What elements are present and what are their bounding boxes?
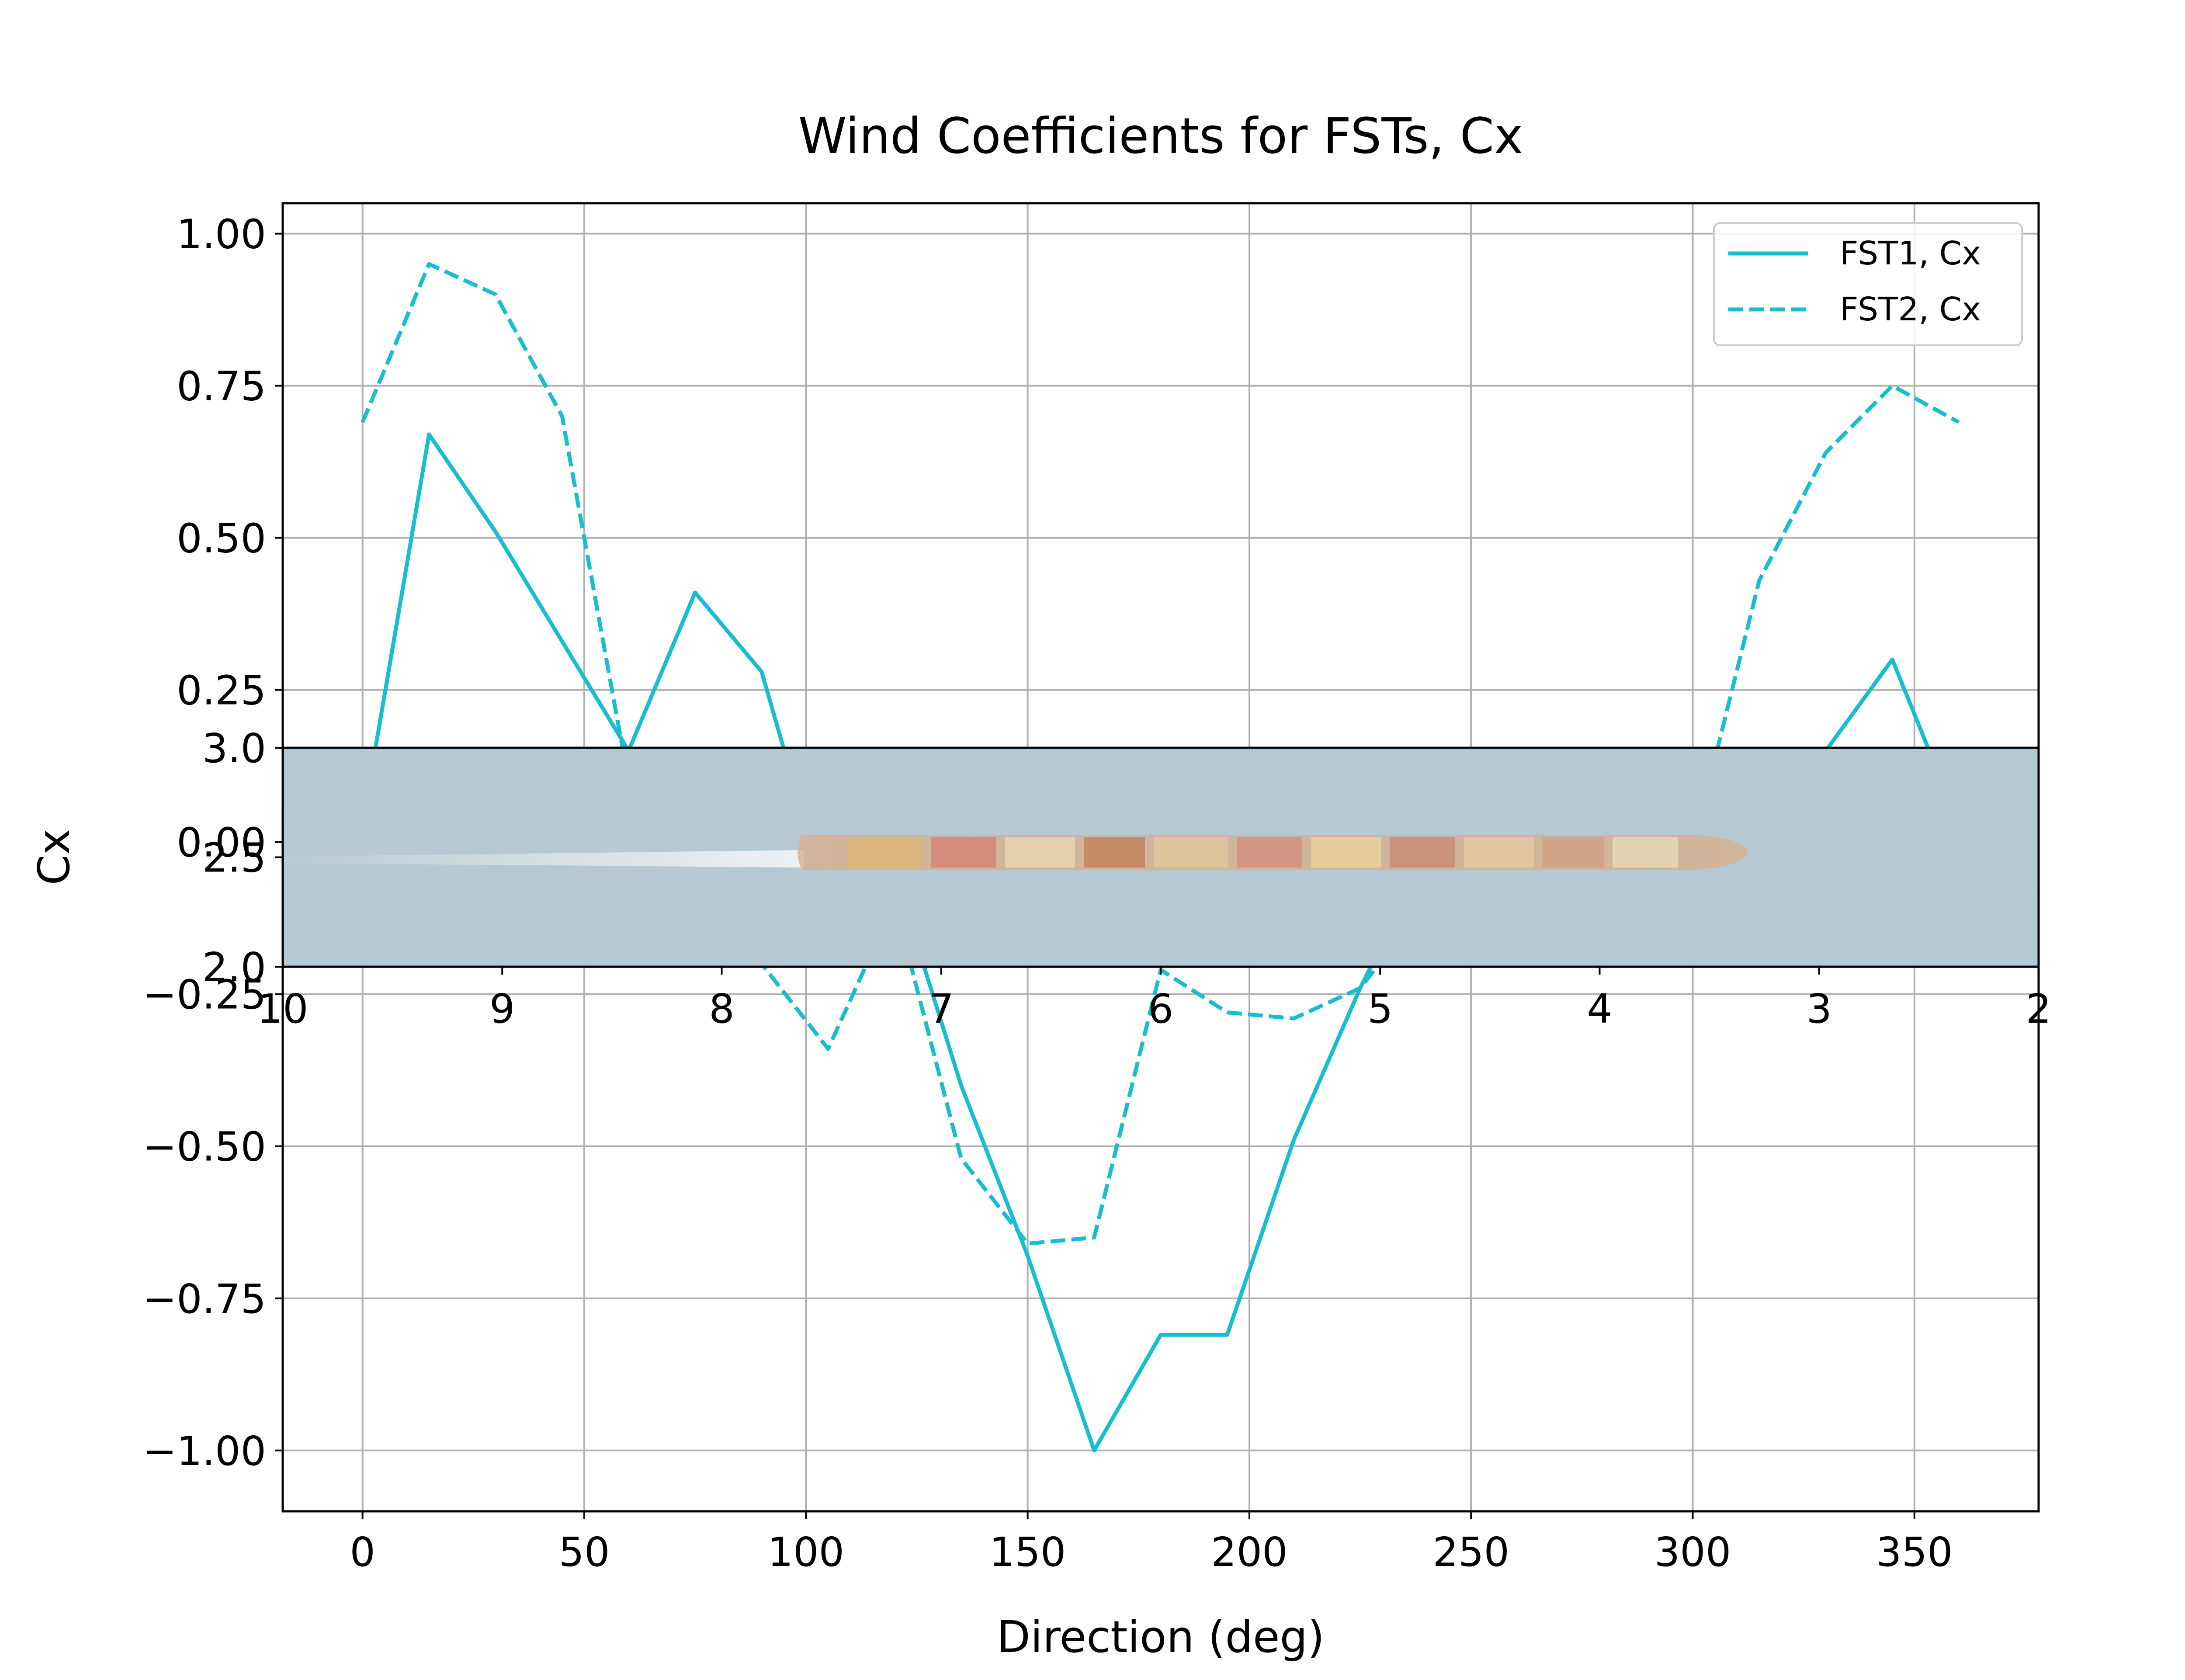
- y-tick-label: −0.25: [143, 972, 266, 1018]
- inset-x-tick-label: 7: [928, 986, 954, 1032]
- series-1-point: [1227, 1334, 1228, 1335]
- inset-x-tick-label: 3: [1806, 986, 1832, 1032]
- series-2-point: [1759, 580, 1760, 581]
- inset-y-tick-label: 2.5: [202, 835, 266, 882]
- series-1-point: [1094, 1450, 1095, 1451]
- series-1-point: [761, 671, 762, 672]
- x-tick-label: 250: [1432, 1529, 1509, 1576]
- inset-y-axis: 3.0 2.5 2.0: [202, 725, 283, 991]
- y-tick-label: 0.25: [177, 667, 266, 714]
- series-2-point: [1892, 385, 1893, 386]
- series-2-point: [1360, 988, 1361, 989]
- series-2-point: [1293, 1018, 1294, 1019]
- x-tick-label: 150: [989, 1529, 1066, 1576]
- legend-label-fst2: FST2, Cx: [1840, 291, 1981, 328]
- inset-x-tick-label: 10: [257, 986, 308, 1032]
- series-2-point: [362, 422, 363, 423]
- chart-title: Wind Coefficients for FSTs, Cx: [798, 108, 1523, 165]
- inset-y-tick-label: 2.0: [202, 944, 266, 991]
- inset-x-tick-label: 5: [1367, 986, 1393, 1032]
- x-tick-label: 200: [1211, 1529, 1288, 1576]
- x-axis: 0 50 100 150 200 250 300 350: [350, 1511, 1953, 1576]
- inset-x-axis: 10 9 8 7 6 5 4 3 2: [257, 967, 2051, 1032]
- inset-ship-image: [798, 835, 1748, 870]
- inset-wake: [284, 850, 804, 868]
- y-tick-label: 1.00: [177, 211, 266, 258]
- series-1-point: [1160, 1334, 1161, 1335]
- x-tick-label: 100: [767, 1529, 844, 1576]
- inset-y-tick-label: 3.0: [202, 725, 266, 772]
- series-2-point: [1958, 422, 1959, 423]
- series-2-point: [1227, 1012, 1228, 1013]
- y-tick-label: 0.00: [177, 819, 266, 866]
- x-tick-label: 0: [350, 1529, 375, 1576]
- series-2-point: [495, 294, 496, 295]
- series-1-point: [495, 531, 496, 532]
- x-tick-label: 50: [558, 1529, 610, 1576]
- y-tick-label: −1.00: [143, 1428, 266, 1475]
- x-tick-label: 300: [1654, 1529, 1731, 1576]
- grid: [283, 203, 2039, 1511]
- series-2-point: [1825, 452, 1826, 453]
- series-2-point: [828, 1048, 829, 1049]
- series-1-point: [1027, 1255, 1028, 1256]
- x-tick-label: 350: [1876, 1529, 1953, 1576]
- series-1-point: [1892, 659, 1893, 660]
- series-2-point: [1094, 1237, 1095, 1238]
- inset-x-tick-label: 4: [1587, 986, 1613, 1032]
- series-1-point: [1293, 1140, 1294, 1141]
- y-tick-label: −0.50: [143, 1124, 266, 1170]
- inset-x-tick-label: 6: [1148, 986, 1174, 1032]
- legend-label-fst1: FST1, Cx: [1840, 235, 1981, 272]
- legend: FST1, Cx FST2, Cx: [1713, 222, 2023, 346]
- y-tick-label: 0.75: [177, 363, 266, 410]
- inset-image-axes: 10 9 8 7 6 5 4 3 2 3.0 2.5 2.0: [202, 725, 2052, 1032]
- y-axis-label: Cx: [28, 829, 80, 885]
- series-1-point: [695, 592, 696, 593]
- y-tick-label: 0.50: [177, 515, 266, 562]
- series-1-point: [429, 434, 430, 435]
- inset-x-tick-label: 9: [489, 986, 515, 1032]
- y-axis: 1.00 0.75 0.50 0.25 0.00 −0.25 −0.50 −0.75 −1.00: [143, 211, 283, 1475]
- inset-x-tick-label: 2: [2026, 986, 2052, 1032]
- y-tick-label: −0.75: [143, 1276, 266, 1322]
- x-axis-label: Direction (deg): [997, 1611, 1325, 1663]
- inset-x-tick-label: 8: [709, 986, 735, 1032]
- series-2-point: [1027, 1243, 1028, 1244]
